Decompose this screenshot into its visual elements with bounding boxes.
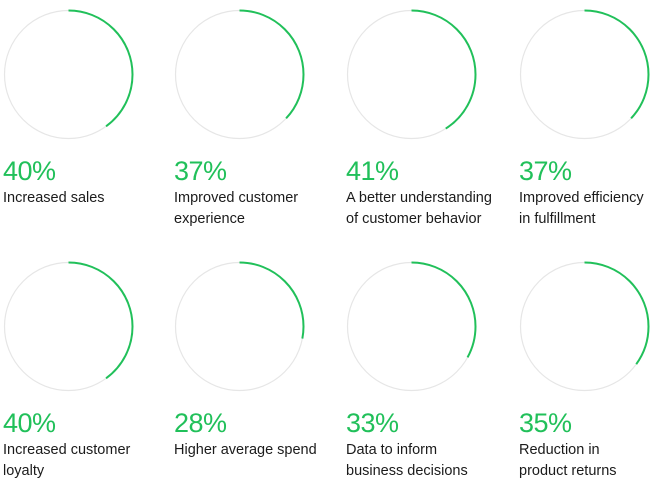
ring-progress-arc (3, 261, 134, 392)
stat-label-line: loyalty (3, 463, 45, 479)
stat-percentage: 37% (519, 156, 572, 186)
progress-ring (346, 9, 477, 140)
ring-progress-arc (346, 261, 477, 392)
stat-label: Improved customer experience (174, 188, 324, 230)
stat-percentage: 41% (346, 156, 399, 186)
stat-label: Increased sales (3, 188, 153, 209)
stat-label-line: A better understanding (346, 190, 492, 206)
stat-label-line: Higher average spend (174, 442, 317, 458)
stat-percentage: 28% (174, 408, 227, 438)
ring-progress-arc (174, 261, 305, 392)
stat-label: Improved efficiency in fulfillment (519, 188, 654, 230)
stat-label: A better understanding of customer behavi… (346, 188, 496, 230)
progress-ring (3, 261, 134, 392)
stat-percentage: 35% (519, 408, 572, 438)
ring-progress-arc (519, 261, 650, 392)
ring-progress-arc (519, 9, 650, 140)
progress-ring (174, 261, 305, 392)
stat-label-line: business decisions (346, 463, 468, 479)
stat-card: 40% Increased customer loyalty (3, 261, 153, 482)
stat-card: 28% Higher average spend (174, 261, 324, 461)
stat-card: 37% Improved efficiency in fulfillment (519, 9, 654, 230)
progress-ring (346, 261, 477, 392)
stat-card: 41% A better understanding of customer beh… (346, 9, 496, 230)
stat-label-line: Reduction in (519, 442, 600, 458)
stat-card: 40% Increased sales (3, 9, 153, 209)
stat-card: 33% Data to inform business decisions (346, 261, 496, 482)
stat-percentage: 37% (174, 156, 227, 186)
stat-card: 35% Reduction in product returns (519, 261, 654, 482)
ring-progress-arc (3, 9, 134, 140)
progress-ring (519, 261, 650, 392)
stat-percentage: 33% (346, 408, 399, 438)
stat-percentage: 40% (3, 408, 56, 438)
stat-percentage: 40% (3, 156, 56, 186)
stat-label-line: experience (174, 211, 245, 227)
ring-progress-arc (346, 9, 477, 140)
ring-progress-arc (174, 9, 305, 140)
stat-label-line: of customer behavior (346, 211, 482, 227)
progress-ring (519, 9, 650, 140)
stat-card: 37% Improved customer experience (174, 9, 324, 230)
stat-label-line: Data to inform (346, 442, 438, 458)
stat-label-line: Increased customer (3, 442, 131, 458)
stat-label: Reduction in product returns (519, 440, 654, 482)
progress-ring (174, 9, 305, 140)
stat-label-line: Improved customer (174, 190, 299, 206)
stat-label-line: Improved efficiency (519, 190, 644, 206)
stat-label: Data to inform business decisions (346, 440, 496, 482)
stat-label-line: Increased sales (3, 190, 105, 206)
stat-label: Increased customer loyalty (3, 440, 153, 482)
stat-label-line: in fulfillment (519, 211, 596, 227)
progress-ring (3, 9, 134, 140)
stat-label: Higher average spend (174, 440, 324, 461)
stat-label-line: product returns (519, 463, 617, 479)
